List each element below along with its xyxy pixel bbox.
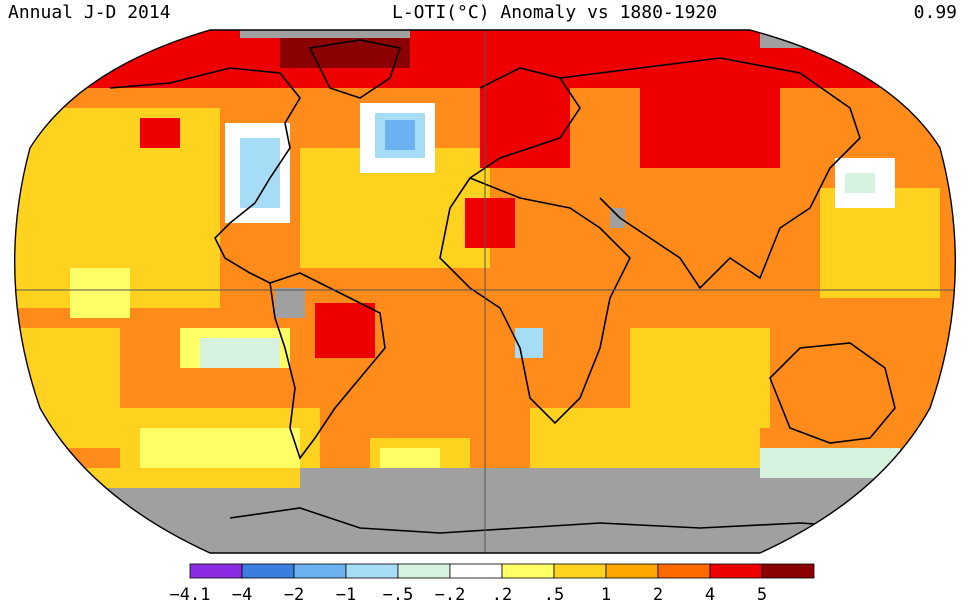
coast-south-america — [269, 272, 386, 460]
legend-bin — [761, 563, 815, 579]
coast-north-america — [109, 67, 301, 284]
southern-ocean-edge — [14, 468, 300, 488]
legend-label: −4 — [232, 585, 252, 605]
legend-label: 2 — [653, 585, 663, 605]
legend-bin — [501, 563, 555, 579]
legend-bin — [449, 563, 503, 579]
south-africa-cool — [515, 328, 543, 358]
legend-bins — [189, 563, 815, 579]
cool-southern-patch-east — [760, 448, 900, 478]
legend-label: −.5 — [383, 585, 414, 605]
legend-label: −4.1 — [170, 585, 211, 605]
globe-outline — [14, 29, 956, 554]
siberia-warm — [640, 88, 780, 168]
south-pacific-west — [14, 328, 120, 448]
temperature-anomaly-map — [14, 29, 956, 554]
legend-bin — [189, 563, 243, 579]
legend-bin — [293, 563, 347, 579]
legend-bin — [605, 563, 659, 579]
anomaly-field — [14, 30, 956, 553]
north-africa-hot — [465, 198, 515, 248]
legend-label: −.2 — [435, 585, 466, 605]
legend-label: 4 — [705, 585, 715, 605]
legend-label: .5 — [544, 585, 564, 605]
cool-core-nw-pacific — [845, 173, 875, 193]
global-mean-value: 0.99 — [913, 2, 957, 23]
legend-bin — [709, 563, 763, 579]
legend-bin — [397, 563, 451, 579]
coast-australia — [769, 342, 896, 444]
cold-core-north-atlantic — [385, 120, 415, 150]
legend-label: −2 — [284, 585, 304, 605]
equatorial-pacific-patch — [70, 268, 130, 318]
arctic-missing-data — [240, 30, 410, 38]
cool-patch-east-pacific — [200, 338, 280, 368]
map-title: Annual J-D 2014 — [8, 2, 171, 23]
color-legend: −4.1 −4 −2 −1 −.5 −.2 .2 .5 1 2 4 5 — [170, 563, 815, 605]
coast-africa — [439, 177, 631, 425]
arabia-missing-data — [610, 208, 625, 228]
legend-bin — [553, 563, 607, 579]
legend-label: .2 — [492, 585, 512, 605]
coast-asia — [559, 57, 861, 290]
anomaly-title: L-OTI(°C) Anomaly vs 1880-1920 — [392, 2, 718, 23]
legend-bin — [241, 563, 295, 579]
arctic-warm-band — [14, 30, 956, 88]
legend-label: −1 — [336, 585, 356, 605]
legend-labels: −4.1 −4 −2 −1 −.5 −.2 .2 .5 1 2 4 5 — [170, 585, 768, 605]
legend-label: 1 — [601, 585, 611, 605]
alaska-warm — [140, 118, 180, 148]
coastlines — [109, 39, 896, 534]
coast-greenland — [308, 39, 402, 99]
legend-bin — [345, 563, 399, 579]
legend-bin — [657, 563, 711, 579]
south-atlantic-patch — [380, 448, 440, 468]
legend-label: 5 — [757, 585, 767, 605]
coast-europe — [469, 67, 581, 179]
arctic-missing-east — [760, 30, 840, 48]
amazon-missing-data — [275, 288, 305, 318]
central-indian-zone — [630, 328, 770, 428]
southern-ocean-patch — [140, 428, 300, 468]
brazil-hot — [315, 303, 375, 358]
europe-warm — [480, 88, 570, 168]
coast-antarctica — [229, 507, 881, 534]
